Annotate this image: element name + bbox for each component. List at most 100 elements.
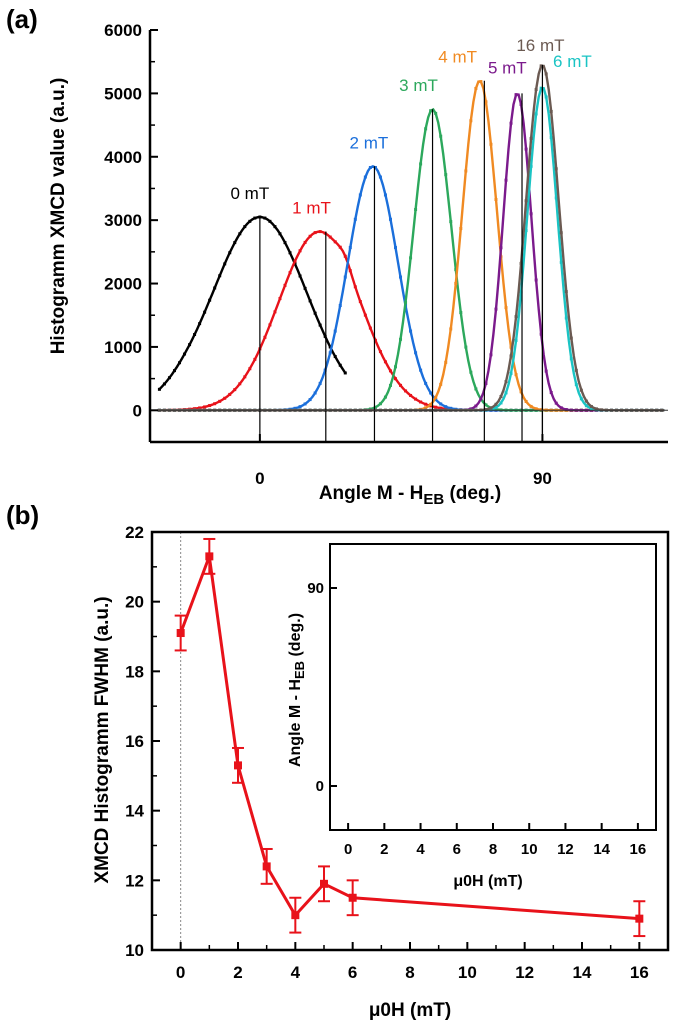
panel-a-data-point xyxy=(554,167,558,171)
panel-b-x-tick-label: 2 xyxy=(233,963,242,982)
panel-b-data-point xyxy=(205,552,214,561)
panel-b-x-axis-label: μ0H (mT) xyxy=(369,1000,451,1021)
panel-a-data-point xyxy=(233,388,237,392)
panel-a-data-point xyxy=(434,405,438,409)
panel-a-data-point xyxy=(167,376,171,380)
panel-a-data-point xyxy=(504,306,508,310)
panel-a-data-point xyxy=(544,369,548,373)
panel-a-data-point xyxy=(474,387,478,391)
panel-a-data-point xyxy=(313,391,317,395)
inset-x-axis-label: μ0H (mT) xyxy=(453,873,522,890)
panel-a-data-point xyxy=(178,361,182,365)
panel-a-series-label: 3 mT xyxy=(399,76,438,95)
panel-a-data-point xyxy=(378,402,382,406)
panel-a-y-tick-label: 4000 xyxy=(104,148,142,167)
panel-a-data-point xyxy=(484,381,488,385)
panel-a-data-point xyxy=(544,72,548,76)
panel-a-data-point xyxy=(524,199,528,203)
panel-a-data-point xyxy=(399,275,403,279)
panel-a-data-point xyxy=(424,127,428,131)
panel-a-data-point xyxy=(484,100,488,104)
panel-a-data-point xyxy=(514,93,518,97)
panel-b-data-point xyxy=(348,893,357,902)
inset-y-tick-label: 0 xyxy=(316,778,324,795)
panel-a-data-point xyxy=(313,311,317,315)
panel-b-label: (b) xyxy=(6,500,39,530)
panel-a-data-point xyxy=(534,278,538,282)
inset-x-tick-label: 6 xyxy=(453,841,461,858)
panel-b-y-tick-label: 12 xyxy=(125,871,144,890)
panel-a-data-point xyxy=(283,283,287,287)
panel-b-data-point xyxy=(320,879,328,888)
panel-a-series-line xyxy=(158,215,347,391)
panel-a-data-point xyxy=(383,395,387,399)
panel-a-y-tick-label: 2000 xyxy=(104,275,142,294)
panel-a-data-point xyxy=(579,388,583,392)
panel-a-data-point xyxy=(353,217,357,221)
panel-a-data-point xyxy=(323,334,327,338)
panel-a-data-point xyxy=(444,360,448,364)
panel-a-data-point xyxy=(454,281,458,285)
panel-a-data-point xyxy=(469,370,473,374)
panel-a-data-point xyxy=(504,380,508,384)
panel-a-data-point xyxy=(519,290,523,294)
panel-b-data-point xyxy=(291,911,300,920)
panel-a-y-tick-label: 1000 xyxy=(104,338,142,357)
panel-a-data-point xyxy=(404,389,408,393)
panel-a-data-point xyxy=(534,407,538,411)
panel-a-data-point xyxy=(554,196,558,200)
inset-y-axis-label: Angle M - HEB (deg.) xyxy=(287,613,307,767)
panel-a-data-point xyxy=(243,225,247,229)
panel-a-data-point xyxy=(474,86,478,90)
panel-a-series-label: 1 mT xyxy=(292,199,331,218)
panel-a-data-point xyxy=(549,391,553,395)
panel-a-data-point xyxy=(409,329,413,333)
panel-a-data-point xyxy=(157,387,161,391)
inset-y-label-suffix: (deg.) xyxy=(287,613,304,661)
panel-a-data-point xyxy=(253,357,257,361)
panel-a-data-point xyxy=(318,323,322,327)
panel-b-series-line xyxy=(179,555,640,921)
panel-a-data-point xyxy=(494,402,498,406)
panel-a-data-point xyxy=(358,300,362,304)
panel-a-data-point xyxy=(529,136,533,140)
panel-a-data-point xyxy=(308,299,312,303)
panel-a-data-point xyxy=(298,405,302,409)
panel-a-series-label: 0 mT xyxy=(231,184,270,203)
panel-b-x-tick-label: 10 xyxy=(458,963,477,982)
panel-a-data-point xyxy=(203,405,207,409)
panel-a-data-point xyxy=(514,338,518,342)
panel-a-data-point xyxy=(434,395,438,399)
panel-a-data-point xyxy=(409,256,413,260)
panel-a-data-point xyxy=(524,399,528,403)
panel-a-data-point xyxy=(293,259,297,263)
panel-a-data-point xyxy=(162,382,166,386)
panel-a-data-point xyxy=(363,175,367,179)
panel-a-data-point xyxy=(208,298,212,302)
panel-a-data-point xyxy=(464,345,468,349)
panel-a-series-label: 16 mT xyxy=(516,36,564,55)
panel-a-data-point xyxy=(318,230,322,234)
panel-a-series-label: 4 mT xyxy=(438,48,477,67)
panel-a-data-point xyxy=(363,313,367,317)
inset-x-tick-label: 4 xyxy=(416,841,425,858)
panel-a-data-point xyxy=(198,322,202,326)
panel-a-data-point xyxy=(193,407,197,411)
panel-a-data-point xyxy=(198,406,202,410)
panel-a-data-point xyxy=(519,102,523,106)
panel-a-data-point xyxy=(223,396,227,400)
panel-a-data-point xyxy=(564,316,568,320)
panel-b-data-point xyxy=(234,761,242,770)
panel-a-data-point xyxy=(534,87,538,91)
panel-a-data-point xyxy=(559,260,563,264)
panel-a-data-point xyxy=(318,381,322,385)
panel-a-data-point xyxy=(514,315,518,319)
panel-a-data-point xyxy=(499,246,503,250)
panel-a-data-point xyxy=(263,216,267,220)
panel-a-data-point xyxy=(484,403,488,407)
panel-a-x-axis-label: Angle M - HEB (deg.) xyxy=(319,483,501,508)
panel-a-data-point xyxy=(383,360,387,364)
panel-a-data-point xyxy=(539,408,543,412)
panel-a-data-point xyxy=(439,382,443,386)
panel-a-data-point xyxy=(208,404,212,408)
